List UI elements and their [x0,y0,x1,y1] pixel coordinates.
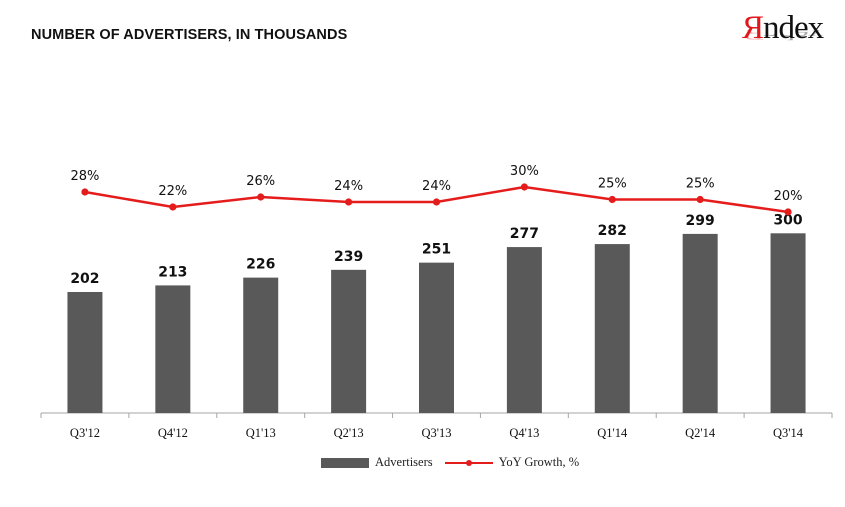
x-tick-label: Q2'13 [334,426,364,440]
growth-value-label: 25% [598,177,627,192]
x-tick-label: Q4'13 [509,426,539,440]
bar [594,244,630,413]
bar-value-label: 251 [422,242,451,258]
growth-value-label: 26% [246,174,275,189]
legend-swatch-line [444,458,493,468]
growth-point [257,193,265,201]
growth-point [81,188,89,196]
bar [682,233,718,413]
x-tick-label: Q3'12 [70,426,100,440]
x-tick-label: Q2'14 [685,426,716,440]
growth-point [784,208,792,216]
growth-value-label: 30% [510,164,539,179]
x-tick-label: Q3'14 [773,426,804,440]
bar-value-label: 202 [70,271,99,287]
x-tick-label: Q3'13 [421,426,451,440]
bar-value-label: 282 [598,223,627,239]
growth-value-label: 24% [334,179,363,194]
growth-value-label: 24% [422,179,451,194]
bar-value-label: 300 [773,212,802,228]
chart-title: NUMBER OF ADVERTISERS, IN THOUSANDS [31,27,348,43]
x-tick-label: Q1'14 [597,426,628,440]
bar [506,247,542,413]
growth-value-label: 28% [70,169,99,184]
legend-swatch-bar [321,457,369,468]
bar-value-label: 226 [246,257,275,273]
bar-value-label: 213 [158,264,187,280]
bar [770,233,806,413]
bar-value-label: 277 [510,226,539,242]
bar [67,292,103,413]
growth-point [696,195,704,204]
legend-label-yoy-growth: YoY Growth, % [498,455,580,469]
growth-point [169,203,177,211]
growth-value-label: 25% [686,177,715,192]
legend-label-advertisers: Advertisers [375,455,433,469]
bar [155,285,191,413]
growth-point [608,195,616,204]
legend-item-yoy-growth: YoY Growth, % [444,455,580,470]
growth-value-label: 20% [774,189,803,204]
legend: Advertisers YoY Growth, % [321,455,591,470]
growth-point [345,198,353,206]
x-tick-label: Q1'13 [246,426,276,440]
bar-value-label: 299 [686,213,715,229]
bar-value-label: 239 [334,249,363,265]
growth-point [432,198,441,206]
legend-item-advertisers: Advertisers [321,455,433,470]
x-tick-label: Q4'12 [158,426,188,440]
logo-wordmark: Яndex [742,10,824,46]
bar [243,277,279,413]
yandex-logo: Яndex Яndex [742,12,834,72]
growth-value-label: 22% [158,184,187,199]
bar [419,262,454,413]
bar [331,269,367,413]
growth-point [520,183,528,191]
